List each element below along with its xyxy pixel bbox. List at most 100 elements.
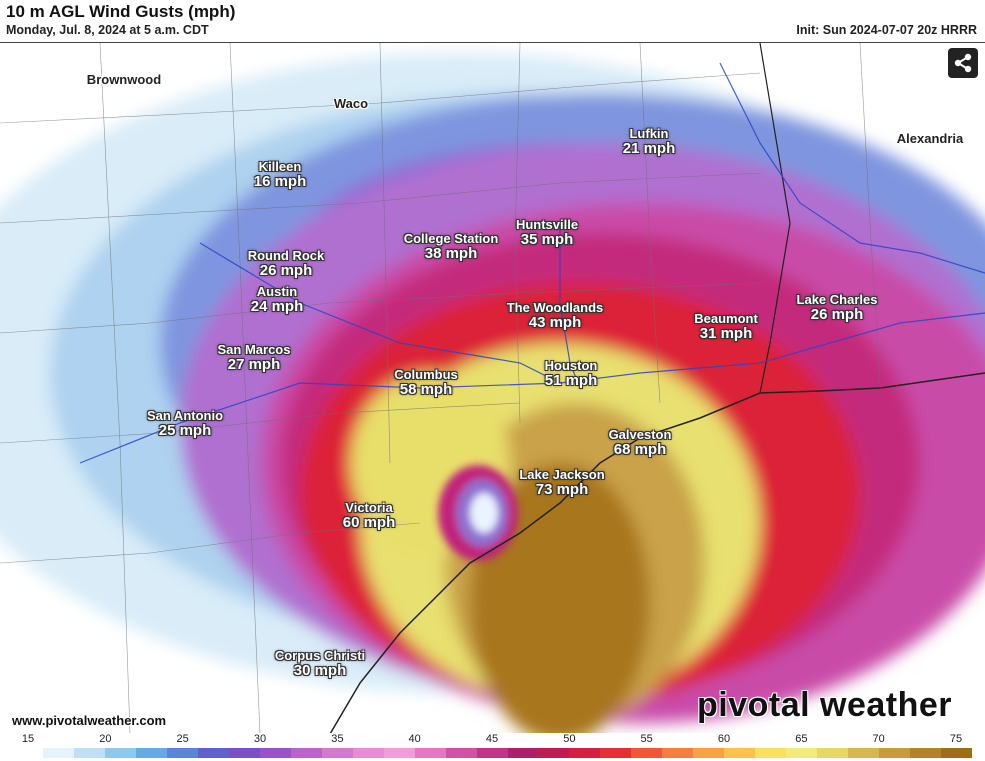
gust-value: 27 mph (227, 355, 281, 373)
city-name: San Marcos (217, 342, 291, 357)
legend-swatch (12, 748, 43, 758)
legend-swatch (724, 748, 756, 758)
city-name: San Antonio (146, 408, 224, 423)
legend-color-bar (12, 748, 973, 758)
brand-logo: pivotal weather (697, 686, 953, 724)
place-label-brownwood: Brownwood (86, 72, 162, 87)
legend-swatch (259, 748, 291, 758)
gust-value: 51 mph (544, 371, 598, 389)
legend-swatch (228, 748, 260, 758)
gust-value: 35 mph (520, 230, 574, 248)
legend-swatch (910, 748, 942, 758)
city-huntsville: Huntsville 35 mph (516, 218, 578, 247)
legend-swatch (569, 748, 601, 758)
color-legend: 15 20 25 30 35 40 45 50 55 60 65 70 75 (0, 733, 985, 761)
city-houston: Houston 51 mph (545, 359, 598, 388)
city-killeen: Killeen 16 mph (254, 160, 307, 189)
legend-swatch (941, 748, 973, 758)
gust-value: 60 mph (342, 513, 396, 531)
city-lufkin: Lufkin 21 mph (623, 127, 676, 156)
city-lake-charles: Lake Charles 26 mph (797, 293, 878, 322)
gust-value: 26 mph (259, 261, 313, 279)
gust-value: 30 mph (293, 661, 347, 679)
gust-value: 31 mph (699, 324, 753, 342)
city-columbus: Columbus 58 mph (394, 368, 458, 397)
legend-swatch (352, 748, 384, 758)
legend-tick-label: 35 (331, 733, 344, 745)
legend-swatch (693, 748, 725, 758)
legend-swatch (73, 748, 105, 758)
legend-tick-label: 30 (253, 733, 267, 745)
legend-swatch (631, 748, 663, 758)
legend-swatch (538, 748, 570, 758)
city-san-antonio: San Antonio 25 mph (147, 409, 223, 438)
legend-swatch (197, 748, 229, 758)
gust-value: 73 mph (535, 480, 589, 498)
legend-swatch (600, 748, 632, 758)
legend-tick-label: 50 (563, 733, 576, 745)
legend-swatch (135, 748, 167, 758)
legend-swatch (414, 748, 446, 758)
city-name: Columbus (394, 367, 458, 382)
city-the-woodlands: The Woodlands 43 mph (507, 301, 604, 330)
city-galveston: Galveston 68 mph (609, 428, 672, 457)
legend-swatch (42, 748, 74, 758)
legend-tick-label: 25 (176, 733, 189, 745)
legend-swatch (817, 748, 849, 758)
legend-tick-label: 70 (872, 733, 885, 745)
city-college-station: College Station 38 mph (404, 232, 499, 261)
site-url: www.pivotalweather.com (12, 713, 167, 728)
city-beaumont: Beaumont 31 mph (694, 312, 758, 341)
gust-value: 43 mph (528, 313, 582, 331)
map-title: 10 m AGL Wind Gusts (mph) (6, 2, 236, 21)
share-icon (954, 53, 972, 73)
city-name: College Station (403, 231, 499, 246)
place-label-alexandria: Alexandria (896, 131, 964, 146)
city-round-rock: Round Rock 26 mph (248, 249, 325, 278)
city-name: Galveston (608, 427, 672, 442)
legend-swatch (848, 748, 880, 758)
gust-value: 26 mph (810, 305, 864, 323)
legend-swatch (383, 748, 415, 758)
city-name: Austin (256, 284, 298, 299)
city-name: Beaumont (694, 311, 758, 326)
city-austin: Austin 24 mph (251, 285, 304, 314)
legend-tick-label: 15 (21, 733, 35, 745)
city-name: Lake Jackson (519, 467, 605, 482)
city-name: The Woodlands (506, 300, 604, 315)
city-name: Huntsville (515, 217, 579, 232)
legend-swatch (662, 748, 694, 758)
legend-swatch (321, 748, 353, 758)
legend-tick-label: 60 (717, 733, 731, 745)
legend-swatch (507, 748, 539, 758)
city-name: Victoria (345, 500, 393, 515)
share-button[interactable] (948, 48, 978, 78)
gust-value: 24 mph (250, 297, 304, 315)
legend-tick-label: 45 (485, 733, 499, 745)
city-san-marcos: San Marcos 27 mph (218, 343, 291, 372)
legend-tick-label: 55 (640, 733, 653, 745)
legend-swatch (290, 748, 322, 758)
legend-swatch (104, 748, 136, 758)
gust-value: 58 mph (399, 380, 453, 398)
valid-time: Monday, Jul. 8, 2024 at 5 a.m. CDT (6, 23, 209, 37)
city-name: Lufkin (629, 126, 669, 141)
city-victoria: Victoria 60 mph (343, 501, 396, 530)
legend-tick-label: 75 (949, 733, 963, 745)
place-label-waco: Waco (333, 96, 369, 111)
init-time: Init: Sun 2024-07-07 20z HRRR (796, 23, 977, 37)
gust-value: 16 mph (253, 172, 307, 190)
legend-swatch (786, 748, 818, 758)
legend-swatch (755, 748, 787, 758)
city-name: Round Rock (247, 248, 325, 263)
legend-swatch (166, 748, 198, 758)
wind-gust-map[interactable] (0, 42, 985, 734)
city-name: Corpus Christi (274, 648, 366, 663)
legend-swatch (879, 748, 911, 758)
legend-swatch (445, 748, 477, 758)
gust-value: 25 mph (158, 421, 212, 439)
city-corpus-christi: Corpus Christi 30 mph (275, 649, 365, 678)
city-name: Lake Charles (796, 292, 878, 307)
legend-swatch (476, 748, 508, 758)
gust-value: 21 mph (622, 139, 676, 157)
